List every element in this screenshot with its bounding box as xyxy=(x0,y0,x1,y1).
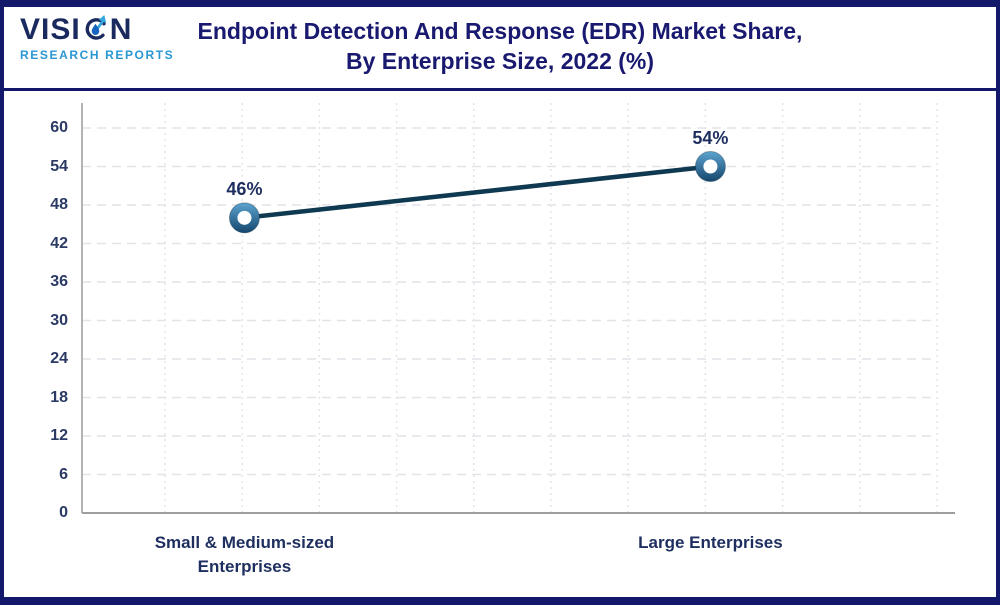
data-point-value-label: 54% xyxy=(692,127,729,148)
y-axis-tick-label: 30 xyxy=(50,311,68,329)
chart-title-line-1: Endpoint Detection And Response (EDR) Ma… xyxy=(197,18,803,44)
droplet-arrow-icon xyxy=(85,14,107,40)
data-point-value-label: 46% xyxy=(226,178,263,199)
logo-text-left: VISI xyxy=(20,13,81,46)
logo-brand: VISI N xyxy=(20,13,190,47)
vision-research-reports-logo: VISI N RESEARCH REPORTS xyxy=(20,13,190,62)
x-axis-category-label: Small & Medium-sized Enterprises xyxy=(154,533,335,576)
y-axis-tick-label: 60 xyxy=(50,119,68,136)
x-axis-category-label: Large Enterprises xyxy=(638,533,783,552)
header: VISI N RESEARCH REPORTS Endpoint Detecti… xyxy=(4,7,996,88)
data-point-marker-hole xyxy=(703,159,718,174)
logo-text-right: N xyxy=(109,13,133,46)
y-axis-tick-label: 0 xyxy=(59,504,68,521)
y-axis-tick-label: 24 xyxy=(50,350,68,367)
logo-subtitle: RESEARCH REPORTS xyxy=(20,48,175,62)
series-line xyxy=(242,164,713,221)
y-axis-tick-label: 42 xyxy=(50,234,68,252)
chart-title: Endpoint Detection And Response (EDR) Ma… xyxy=(4,7,996,76)
y-axis-tick-label: 36 xyxy=(50,273,68,290)
y-axis-tick-label: 18 xyxy=(50,388,68,406)
chart-canvas xyxy=(81,103,955,514)
y-axis-tick-label: 48 xyxy=(50,196,68,213)
data-point-marker-hole xyxy=(237,210,252,225)
y-axis-tick-label: 54 xyxy=(50,157,68,175)
plot-area: 0 6 12 18 24 30 36 42 48 54 60 46% 54% Small & Medium… xyxy=(4,91,996,597)
y-axis-tick-label: 6 xyxy=(59,465,68,483)
header-divider xyxy=(4,88,996,91)
chart-title-line-2: By Enterprise Size, 2022 (%) xyxy=(345,48,655,74)
y-axis-tick-label: 12 xyxy=(50,427,68,444)
